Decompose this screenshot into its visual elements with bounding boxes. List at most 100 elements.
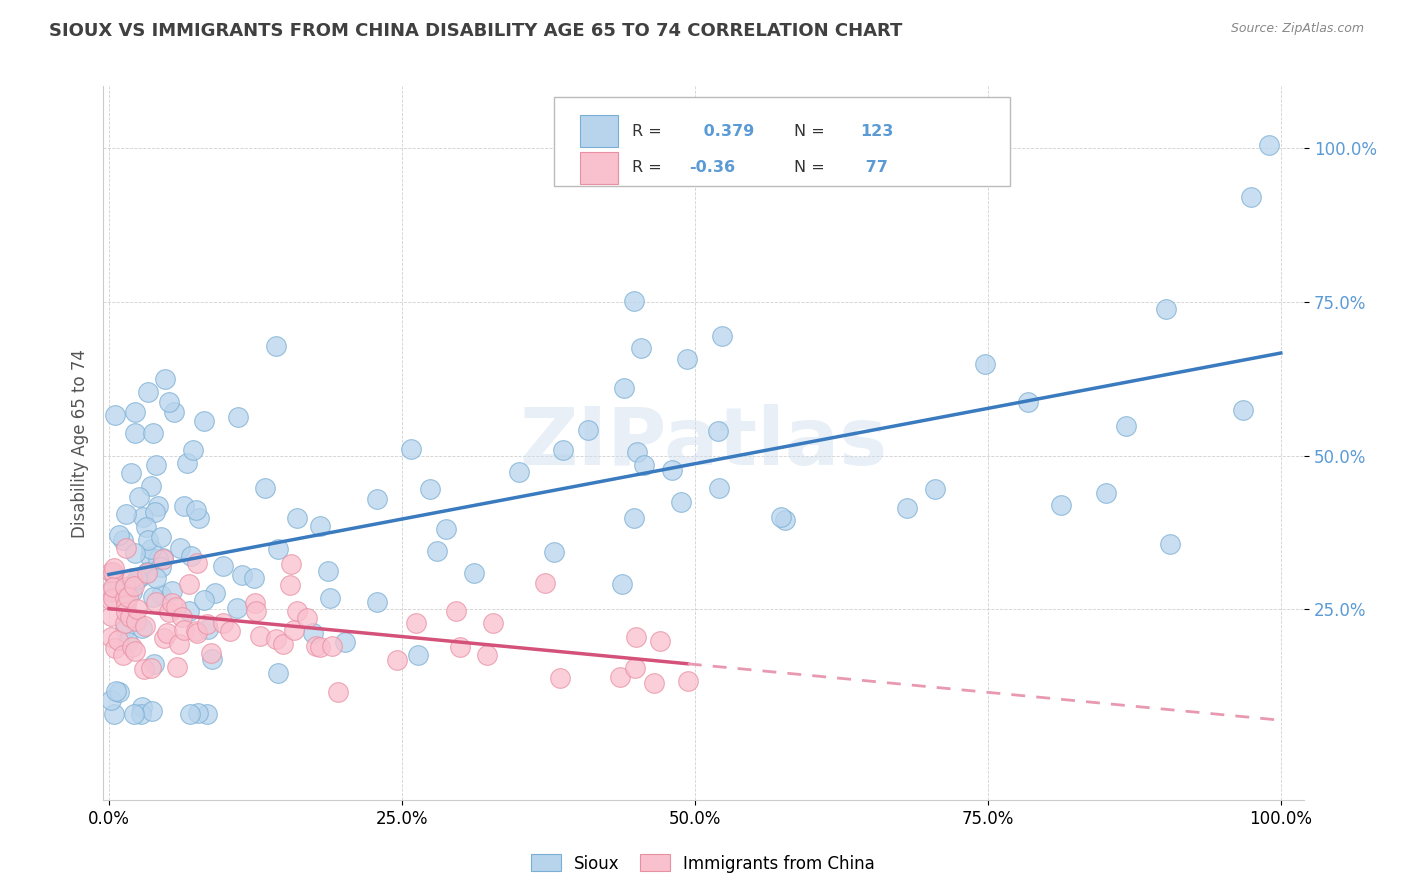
Point [108, 685, 131, 699]
Point [122, 707, 145, 722]
Point [157, 605, 180, 619]
Point [633, 458, 655, 472]
Point [710, 328, 733, 343]
Point [100, 692, 122, 706]
Point [134, 619, 156, 633]
Point [114, 591, 136, 605]
Point [165, 599, 187, 614]
Point [1258, 137, 1281, 152]
Point [136, 566, 159, 580]
Point [107, 632, 129, 647]
Point [173, 623, 195, 637]
Point [318, 591, 340, 605]
Point [103, 409, 125, 423]
Point [243, 571, 266, 585]
Point [650, 634, 672, 648]
Point [295, 611, 318, 625]
Point [114, 622, 136, 636]
Point [212, 559, 235, 574]
Point [134, 662, 156, 676]
Point [302, 626, 325, 640]
Point [333, 634, 356, 648]
Point [122, 579, 145, 593]
Point [101, 565, 124, 579]
Point [153, 372, 176, 386]
Point [150, 588, 173, 602]
Point [1232, 402, 1254, 417]
Point [1017, 395, 1039, 409]
Point [141, 542, 163, 557]
Point [103, 707, 125, 722]
Point [267, 665, 290, 680]
Point [434, 522, 457, 536]
Text: -0.36: -0.36 [689, 161, 735, 176]
Point [131, 700, 153, 714]
Point [1094, 486, 1116, 500]
Point [131, 621, 153, 635]
Point [100, 630, 122, 644]
Point [463, 566, 485, 580]
Point [118, 609, 141, 624]
Point [167, 637, 190, 651]
Point [114, 599, 136, 613]
Point [117, 590, 139, 604]
Point [387, 653, 409, 667]
Point [100, 608, 122, 623]
Point [124, 643, 146, 657]
Point [121, 571, 143, 585]
Point [974, 357, 997, 371]
Point [138, 550, 160, 565]
Point [166, 660, 188, 674]
Point [1159, 536, 1181, 550]
Point [444, 605, 467, 619]
Point [128, 570, 150, 584]
Point [253, 482, 276, 496]
Point [162, 405, 184, 419]
Point [193, 414, 215, 428]
Point [305, 639, 328, 653]
Point [630, 341, 652, 355]
Point [406, 648, 429, 662]
Point [146, 552, 169, 566]
Point [426, 544, 449, 558]
Point [543, 545, 565, 559]
Point [141, 479, 163, 493]
Point [278, 578, 301, 592]
Point [184, 624, 207, 638]
Point [285, 511, 308, 525]
Text: R =: R = [631, 161, 661, 176]
Point [623, 294, 645, 309]
Point [103, 581, 125, 595]
Point [128, 490, 150, 504]
Point [195, 707, 218, 722]
Point [156, 626, 179, 640]
Point [280, 558, 302, 572]
Point [626, 445, 648, 459]
Point [610, 576, 633, 591]
Point [122, 576, 145, 591]
Point [124, 425, 146, 440]
Point [100, 585, 122, 599]
Point [212, 615, 235, 630]
Point [273, 637, 295, 651]
Y-axis label: Disability Age 65 to 74: Disability Age 65 to 74 [72, 349, 89, 538]
Point [366, 595, 388, 609]
Point [104, 640, 127, 655]
Point [219, 624, 242, 638]
Point [108, 527, 131, 541]
Point [101, 591, 124, 605]
Point [249, 629, 271, 643]
Point [419, 482, 441, 496]
Point [200, 646, 222, 660]
Point [226, 601, 249, 615]
Point [707, 481, 730, 495]
Point [111, 533, 134, 547]
Point [125, 614, 148, 628]
Point [145, 595, 167, 609]
Text: N =: N = [794, 123, 824, 138]
Point [676, 673, 699, 688]
Text: SIOUX VS IMMIGRANTS FROM CHINA DISABILITY AGE 65 TO 74 CORRELATION CHART: SIOUX VS IMMIGRANTS FROM CHINA DISABILIT… [49, 22, 903, 40]
Point [142, 657, 165, 671]
Point [142, 590, 165, 604]
Point [245, 604, 267, 618]
